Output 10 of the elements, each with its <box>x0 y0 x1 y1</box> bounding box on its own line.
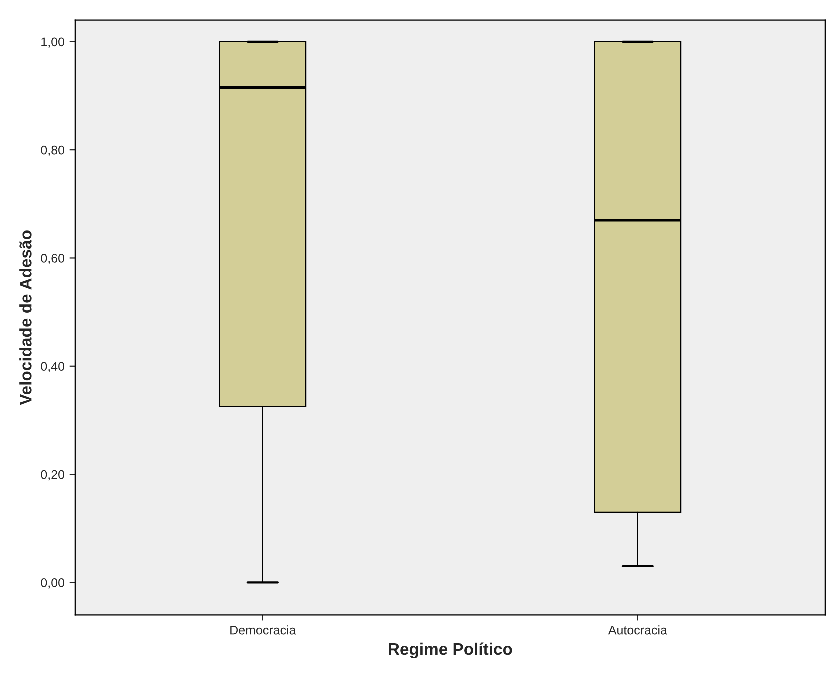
y-tick-label: 0,20 <box>41 470 65 481</box>
y-tick-label: 0,80 <box>41 146 65 156</box>
y-tick-label: 0,40 <box>41 362 65 373</box>
y-tick-label: 1,00 <box>42 38 65 48</box>
y-tick-label: 0,60 <box>41 254 65 264</box>
x-axis-title: Regime Político <box>389 642 512 659</box>
y-tick-label: 0,00 <box>41 578 65 589</box>
x-tick-label: Democracia <box>230 626 296 635</box>
x-tick-label: Autocracia <box>608 626 668 635</box>
y-axis-title: Velocidade de Adesão <box>20 230 32 406</box>
